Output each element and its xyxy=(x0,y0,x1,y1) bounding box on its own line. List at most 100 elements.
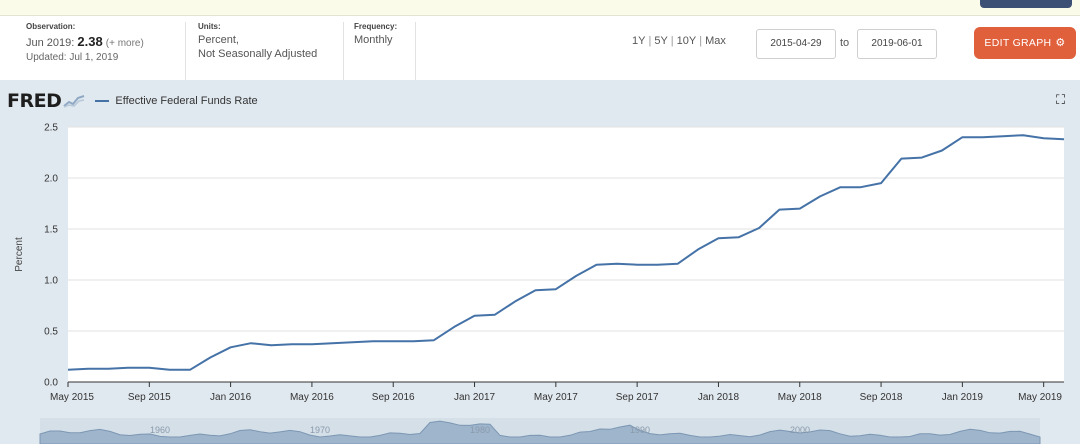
data-point[interactable] xyxy=(755,224,763,232)
overview-year-label: 1960 xyxy=(150,425,170,435)
account-button[interactable] xyxy=(980,0,1072,8)
y-tick-label: 1.0 xyxy=(44,276,58,287)
data-point[interactable] xyxy=(1019,131,1027,139)
data-point[interactable] xyxy=(349,338,357,346)
data-point[interactable] xyxy=(166,366,174,374)
overview-year-label: 1990 xyxy=(630,425,650,435)
data-point[interactable] xyxy=(653,261,661,269)
fullscreen-icon[interactable]: ⛶ xyxy=(1056,92,1066,107)
y-tick-label: 2.5 xyxy=(44,123,58,134)
data-point[interactable] xyxy=(1060,135,1068,143)
data-point[interactable] xyxy=(410,337,418,345)
overview-year-label: 2000 xyxy=(790,425,810,435)
observation-heading: Observation: xyxy=(26,22,76,31)
x-tick-label: Jan 2018 xyxy=(698,392,740,403)
x-tick-label: May 2019 xyxy=(1018,392,1062,403)
data-point[interactable] xyxy=(836,183,844,191)
frequency-heading: Frequency: xyxy=(354,22,398,31)
top-banner xyxy=(0,0,1080,16)
data-point[interactable] xyxy=(572,272,580,280)
units-heading: Units: xyxy=(198,22,221,31)
data-point[interactable] xyxy=(999,132,1007,140)
start-date-input[interactable]: 2015-04-29 xyxy=(756,29,836,59)
units-panel: Units: Percent, Not Seasonally Adjusted xyxy=(188,22,344,80)
x-tick-label: May 2017 xyxy=(534,392,578,403)
data-point[interactable] xyxy=(288,340,296,348)
data-point[interactable] xyxy=(857,183,865,191)
data-point[interactable] xyxy=(613,260,621,268)
series-line-effective-federal-funds-rate xyxy=(67,134,1065,371)
data-point[interactable] xyxy=(64,366,72,374)
fred-logo-spark-icon xyxy=(63,94,86,108)
data-point[interactable] xyxy=(267,341,275,349)
range-max-button[interactable]: Max xyxy=(705,35,726,47)
legend-swatch xyxy=(95,100,110,102)
data-point[interactable] xyxy=(206,354,214,362)
data-point[interactable] xyxy=(918,154,926,162)
overview-year-label: 1980 xyxy=(470,425,490,435)
legend-series-name: Effective Federal Funds Rate xyxy=(115,95,258,107)
range-1y-button[interactable]: 1Y xyxy=(632,35,646,47)
frequency-panel: Frequency: Monthly xyxy=(344,22,416,80)
data-point[interactable] xyxy=(471,312,479,320)
y-axis-title: Percent xyxy=(14,237,25,272)
data-point[interactable] xyxy=(552,285,560,293)
range-5y-button[interactable]: 5Y xyxy=(654,35,668,47)
data-point[interactable] xyxy=(389,337,397,345)
observation-value: 2.38 xyxy=(77,34,103,49)
x-tick-label: Sep 2015 xyxy=(128,392,171,403)
observation-panel: Observation: Jun 2019: 2.38 (+ more) Upd… xyxy=(16,22,186,80)
more-observations-link[interactable]: (+ more) xyxy=(105,38,144,49)
data-point[interactable] xyxy=(714,234,722,242)
data-point[interactable] xyxy=(796,205,804,213)
data-point[interactable] xyxy=(674,260,682,268)
data-point[interactable] xyxy=(775,206,783,214)
data-point[interactable] xyxy=(491,311,499,319)
end-date-input[interactable]: 2019-06-01 xyxy=(857,29,937,59)
range-10y-button[interactable]: 10Y xyxy=(676,35,697,47)
edit-graph-button[interactable]: EDIT GRAPH ⚙ xyxy=(974,27,1076,59)
data-point[interactable] xyxy=(816,192,824,200)
fred-logo: FRED xyxy=(7,90,62,112)
data-point[interactable] xyxy=(979,133,987,141)
date-to-label: to xyxy=(840,37,850,49)
data-point[interactable] xyxy=(877,179,885,187)
data-point[interactable] xyxy=(450,323,458,331)
x-tick-label: Sep 2017 xyxy=(616,392,659,403)
data-point[interactable] xyxy=(938,146,946,154)
data-point[interactable] xyxy=(694,245,702,253)
overview-year-label: 1970 xyxy=(310,425,330,435)
range-selector: 1Y | 5Y | 10Y | Max xyxy=(632,35,726,47)
updated-date: Updated: Jul 1, 2019 xyxy=(26,52,119,63)
data-point[interactable] xyxy=(430,336,438,344)
data-point[interactable] xyxy=(633,261,641,269)
overview-area xyxy=(39,420,1041,444)
data-point[interactable] xyxy=(186,366,194,374)
data-point[interactable] xyxy=(592,261,600,269)
data-point[interactable] xyxy=(328,339,336,347)
data-point[interactable] xyxy=(511,297,519,305)
x-tick-label: May 2015 xyxy=(50,392,94,403)
data-point[interactable] xyxy=(369,337,377,345)
data-point[interactable] xyxy=(532,286,540,294)
x-tick-label: Jan 2019 xyxy=(942,392,984,403)
x-tick-label: Sep 2016 xyxy=(372,392,415,403)
data-point[interactable] xyxy=(958,133,966,141)
y-tick-label: 2.0 xyxy=(44,174,58,185)
data-point[interactable] xyxy=(1040,134,1048,142)
data-point[interactable] xyxy=(227,343,235,351)
data-point[interactable] xyxy=(308,340,316,348)
data-point[interactable] xyxy=(735,233,743,241)
data-point[interactable] xyxy=(145,364,153,372)
data-point[interactable] xyxy=(125,364,133,372)
data-point[interactable] xyxy=(105,365,113,373)
data-point[interactable] xyxy=(897,155,905,163)
data-point[interactable] xyxy=(84,365,92,373)
data-point[interactable] xyxy=(247,339,255,347)
chart-header: FRED Effective Federal Funds Rate xyxy=(7,90,258,112)
gear-icon: ⚙ xyxy=(1055,37,1066,49)
y-tick-label: 0.5 xyxy=(44,327,58,338)
x-tick-label: Jan 2017 xyxy=(454,392,496,403)
y-tick-label: 0.0 xyxy=(44,378,58,389)
